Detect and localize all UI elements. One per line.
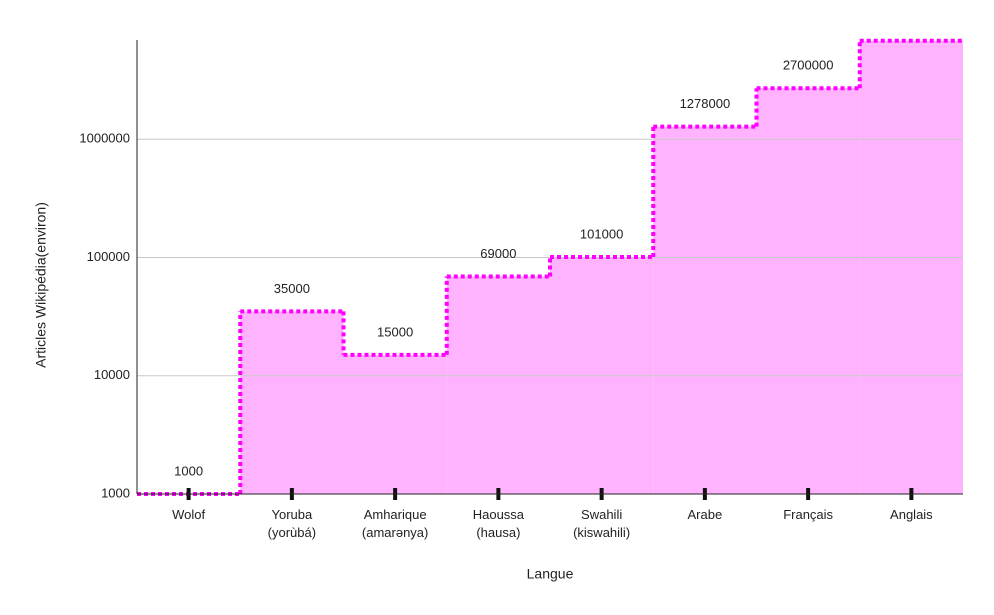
line-layer (137, 38, 963, 496)
step-area (859, 40, 963, 494)
x-tick-label-line: Swahili (581, 507, 622, 522)
x-tick-label: Yoruba (yorùbá) (268, 507, 316, 540)
x-axis-label: Langue (527, 566, 574, 582)
y-tick-label: 1000000 (79, 131, 130, 146)
x-tick-label: Wolof (172, 507, 205, 522)
x-tick-label: Amharique (amarənya) (362, 507, 428, 540)
x-tick-label: Haoussa (hausa) (473, 507, 525, 540)
x-tick-label: Anglais (890, 507, 933, 522)
x-tick-label-line: Yoruba (272, 507, 313, 522)
x-tick-label-line: (amarənya) (362, 525, 428, 540)
data-label: 69000 (480, 246, 516, 261)
x-tick-label-line: Wolof (172, 507, 205, 522)
x-tick-label: Français (783, 507, 833, 522)
data-label: 35000 (274, 281, 310, 296)
x-tick-label-line: Anglais (890, 507, 933, 522)
x-tick-label-line: (hausa) (476, 525, 520, 540)
x-tick-label-line: Arabe (688, 507, 723, 522)
area-layer (240, 40, 963, 494)
x-tick-label-line: Amharique (364, 507, 427, 522)
y-tick-label: 1000 (101, 485, 130, 500)
x-tick-label-line: (yorùbá) (268, 525, 316, 540)
data-label: 2700000 (783, 58, 834, 73)
data-label: 1000 (174, 463, 203, 478)
x-tick-label-line: Haoussa (473, 507, 525, 522)
x-tick-label: Arabe (688, 507, 723, 522)
y-tick-label: 100000 (87, 249, 130, 264)
step-area (446, 276, 550, 494)
step-area (653, 126, 757, 494)
x-tick-label-line: (kiswahili) (573, 525, 630, 540)
y-axis-label: Articles Wikipédia(environ) (33, 202, 49, 368)
data-label: 15000 (377, 324, 413, 339)
data-label: 101000 (580, 226, 623, 241)
step-area (240, 311, 344, 494)
step-area (756, 88, 860, 494)
data-label: 1278000 (680, 96, 731, 111)
x-tick-label-line: Français (783, 507, 833, 522)
x-tick-label: Swahili (kiswahili) (573, 507, 630, 540)
y-tick-label: 10000 (94, 367, 130, 382)
step-area (343, 354, 447, 494)
